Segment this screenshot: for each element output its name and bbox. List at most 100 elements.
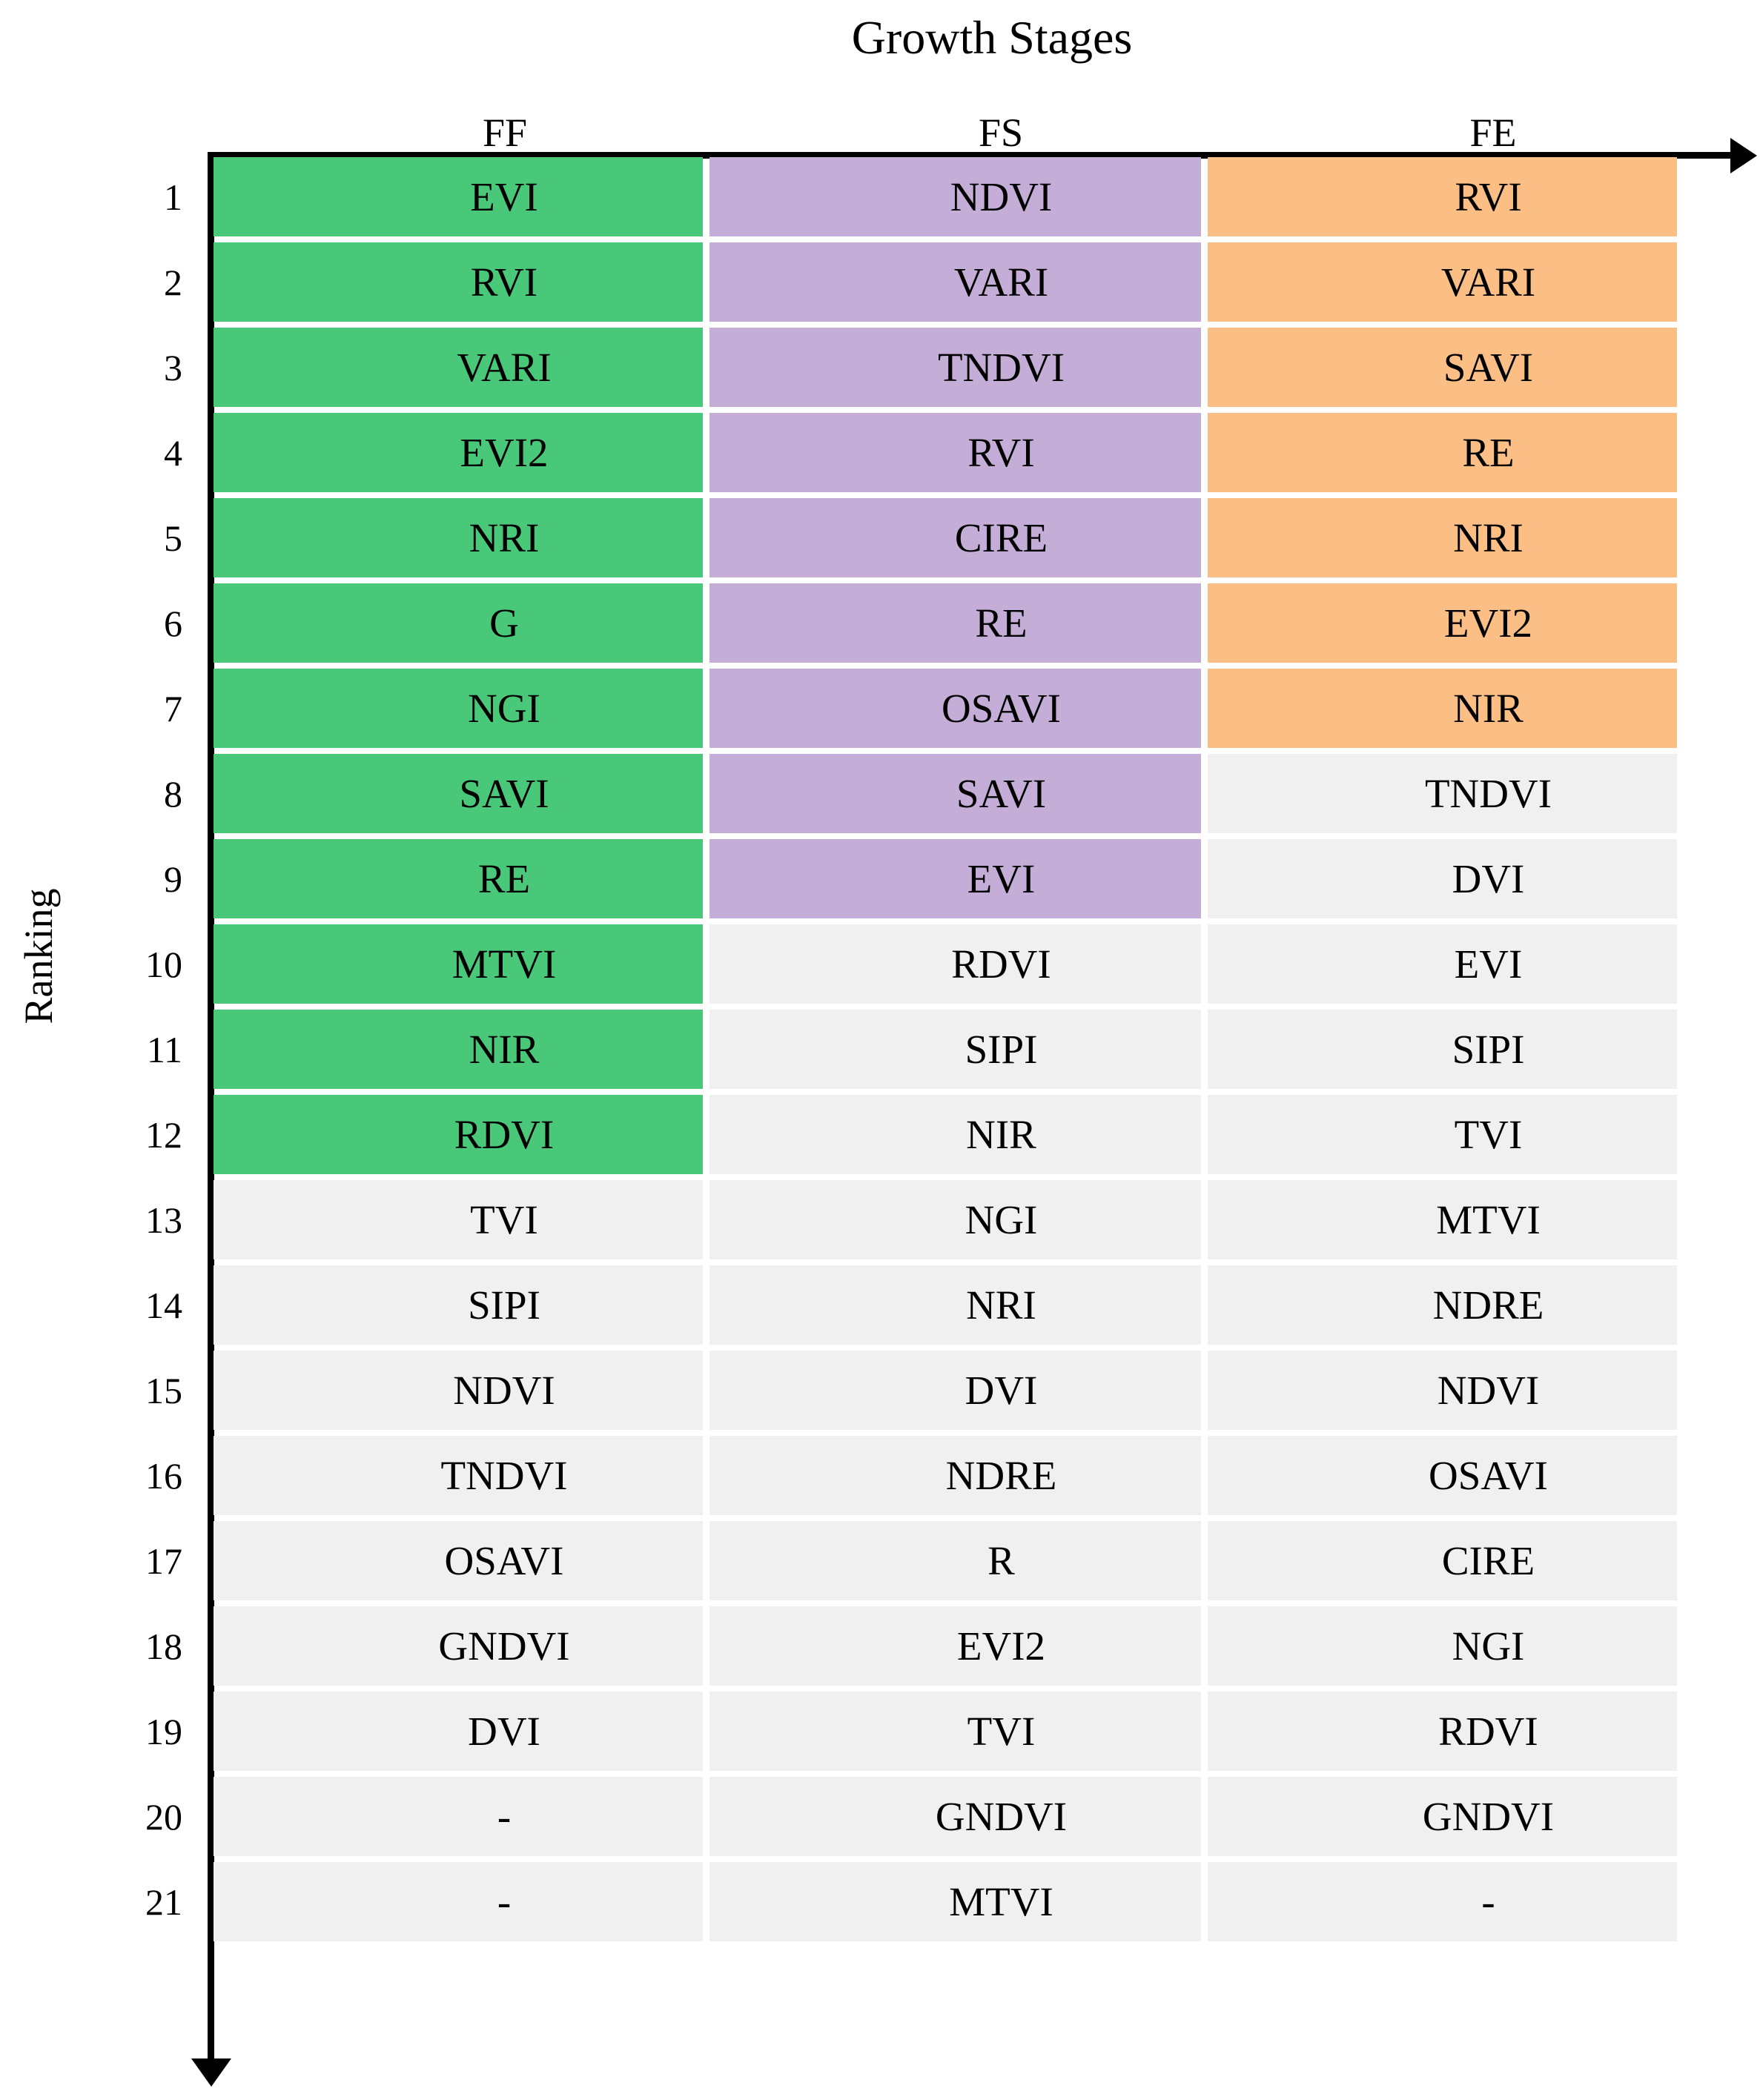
cell-value: TNDVI (937, 345, 1065, 390)
cell-FS-rank-12: NIR (709, 1095, 1201, 1174)
cell-FF-rank-15: NDVI (214, 1351, 703, 1430)
table-row: 8 SAVI SAVI TNDVI (0, 754, 1677, 833)
rank-label: 6 (164, 602, 182, 644)
table-row: 3 VARI TNDVI SAVI (0, 328, 1677, 407)
table-row: 9 RE EVI DVI (0, 839, 1677, 918)
cell-value: NRI (966, 1282, 1036, 1328)
cell-value: NRI (1453, 515, 1524, 560)
table-row: 14 SIPI NRI NDRE (0, 1265, 1677, 1345)
cell-FF-rank-19: DVI (214, 1692, 703, 1771)
rank-label: 17 (145, 1540, 182, 1582)
cell-value: RDVI (1438, 1709, 1538, 1754)
cell-FS-rank-3: TNDVI (709, 328, 1201, 407)
rank-label: 3 (164, 346, 182, 388)
cell-value: EVI2 (1443, 600, 1533, 646)
cell-FS-rank-17: R (709, 1521, 1201, 1600)
cell-value: MTVI (949, 1879, 1053, 1924)
rank-label: 18 (145, 1625, 182, 1667)
cell-value: - (1481, 1879, 1495, 1924)
cell-FS-rank-20: GNDVI (709, 1777, 1201, 1856)
table-row: 4 EVI2 RVI RE (0, 413, 1677, 492)
cell-FE-rank-15: NDVI (1208, 1351, 1677, 1430)
rank-label: 21 (145, 1881, 182, 1923)
cell-value: DVI (965, 1368, 1038, 1413)
cell-value: CIRE (1441, 1538, 1535, 1583)
cell-value: NRI (469, 515, 540, 560)
cell-value: OSAVI (942, 686, 1061, 731)
cell-value: RDVI (454, 1112, 555, 1157)
cell-FE-rank-10: EVI (1208, 924, 1677, 1004)
cell-FE-rank-21: - (1208, 1862, 1677, 1941)
cell-FS-rank-16: NDRE (709, 1436, 1201, 1515)
cell-FS-rank-5: CIRE (709, 498, 1201, 577)
cell-value: SIPI (1452, 1027, 1525, 1072)
cell-value: RVI (967, 430, 1035, 475)
rank-label: 13 (145, 1199, 182, 1241)
cell-value: SAVI (1443, 345, 1534, 390)
cell-value: TVI (470, 1197, 538, 1242)
table-row: 20 - GNDVI GNDVI (0, 1777, 1677, 1856)
cell-value: NGI (468, 686, 540, 731)
table-row: 17 OSAVI R CIRE (0, 1521, 1677, 1600)
column-header-FF: FF (482, 110, 528, 155)
x-axis-title: Growth Stages (851, 11, 1133, 64)
cell-FS-rank-15: DVI (709, 1351, 1201, 1430)
x-axis-arrowhead-icon (1730, 138, 1757, 173)
cell-value: R (987, 1538, 1015, 1583)
cell-FF-rank-21: - (214, 1862, 703, 1941)
cell-value: RE (1462, 430, 1515, 475)
cell-FF-rank-11: NIR (214, 1010, 703, 1089)
cell-FS-rank-2: VARI (709, 242, 1201, 322)
column-header-FE: FE (1469, 110, 1517, 155)
cell-FF-rank-3: VARI (214, 328, 703, 407)
rank-label: 11 (146, 1028, 182, 1070)
table-row: 11 NIR SIPI SIPI (0, 1010, 1677, 1089)
cell-value: SIPI (965, 1027, 1038, 1072)
cell-FS-rank-19: TVI (709, 1692, 1201, 1771)
rank-label: 16 (145, 1454, 182, 1497)
cell-value: NDRE (1432, 1282, 1544, 1328)
cell-value: NGI (965, 1197, 1038, 1242)
cell-value: - (497, 1794, 512, 1839)
cell-FE-rank-14: NDRE (1208, 1265, 1677, 1345)
cell-FE-rank-1: RVI (1208, 157, 1677, 236)
cell-value: DVI (1452, 856, 1525, 901)
cell-value: TVI (1454, 1112, 1523, 1157)
cell-FF-rank-12: RDVI (214, 1095, 703, 1174)
rank-label: 10 (145, 943, 182, 985)
cell-FF-rank-2: RVI (214, 242, 703, 322)
cell-value: NIR (469, 1027, 540, 1072)
cell-value: DVI (468, 1709, 540, 1754)
cell-value: NIR (966, 1112, 1036, 1157)
rank-label: 7 (164, 687, 182, 729)
cell-value: - (497, 1879, 512, 1924)
cell-FF-rank-7: NGI (214, 669, 703, 748)
table-row: 15 NDVI DVI NDVI (0, 1351, 1677, 1430)
cell-FE-rank-9: DVI (1208, 839, 1677, 918)
cell-value: EVI (967, 856, 1036, 901)
x-axis-line (208, 152, 1732, 159)
cell-FE-rank-6: EVI2 (1208, 583, 1677, 663)
table-row: 21 - MTVI - (0, 1862, 1677, 1941)
rank-label: 20 (145, 1795, 182, 1838)
cell-FE-rank-8: TNDVI (1208, 754, 1677, 833)
cell-FF-rank-13: TVI (214, 1180, 703, 1259)
cell-value: TNDVI (440, 1453, 568, 1498)
y-axis-line (208, 152, 214, 2058)
rank-label: 1 (164, 176, 182, 218)
cell-FS-rank-1: NDVI (709, 157, 1201, 236)
cell-value: OSAVI (1429, 1453, 1548, 1498)
rank-label: 12 (145, 1113, 182, 1156)
rank-label: 15 (145, 1369, 182, 1411)
cell-value: G (489, 600, 519, 646)
cell-value: VARI (1440, 259, 1536, 305)
cell-FE-rank-13: MTVI (1208, 1180, 1677, 1259)
cell-FS-rank-9: EVI (709, 839, 1201, 918)
table-row: 10 MTVI RDVI EVI (0, 924, 1677, 1004)
column-header-FS: FS (978, 110, 1024, 155)
cell-value: SAVI (956, 771, 1047, 816)
rank-label: 5 (164, 517, 182, 559)
cell-FE-rank-4: RE (1208, 413, 1677, 492)
cell-value: TNDVI (1424, 771, 1552, 816)
cell-value: NDRE (945, 1453, 1057, 1498)
